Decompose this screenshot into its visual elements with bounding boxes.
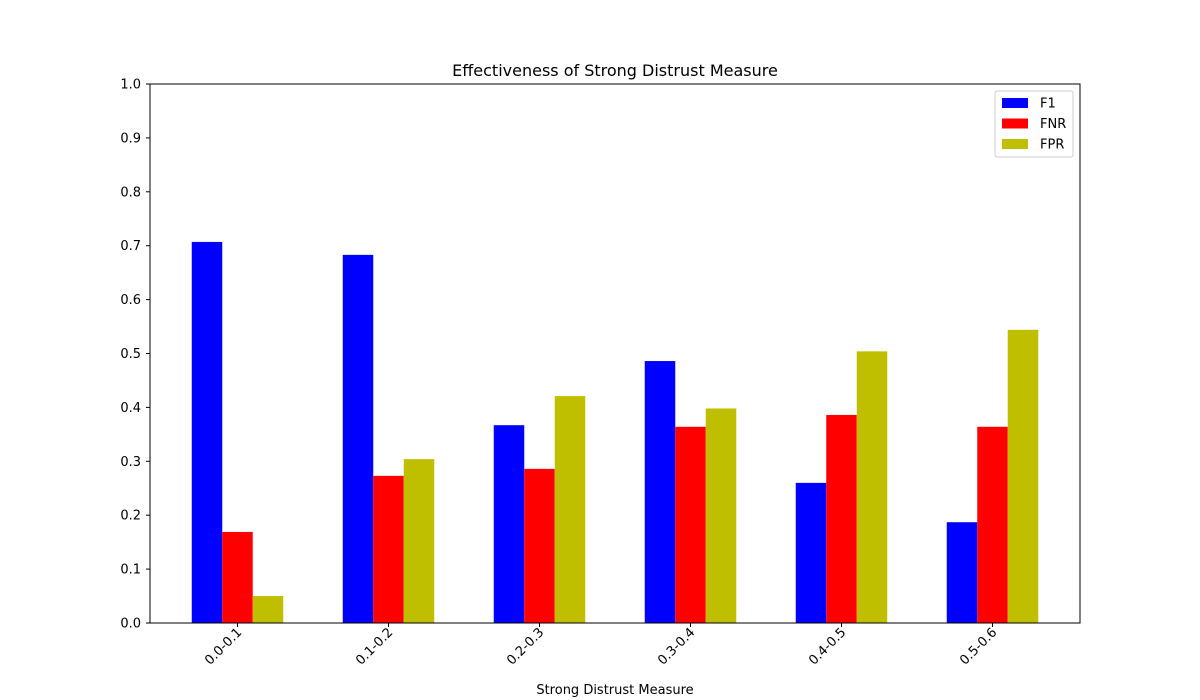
legend-label-fnr: FNR — [1040, 117, 1066, 132]
y-tick-label: 0.0 — [120, 617, 141, 632]
bar-f1-0.0-0.1 — [191, 241, 223, 623]
y-tick-label: 0.9 — [120, 131, 141, 146]
y-tick-label: 0.4 — [120, 401, 141, 416]
x-tick-label: 0.4-0.5 — [806, 625, 849, 668]
bar-f1-0.5-0.6 — [946, 522, 978, 623]
x-tick-label: 0.5-0.6 — [957, 625, 1000, 668]
y-tick-label: 0.5 — [120, 347, 141, 362]
bar-fnr-0.1-0.2 — [373, 475, 404, 623]
x-axis-label: Strong Distrust Measure — [536, 683, 693, 698]
bar-fnr-0.4-0.5 — [826, 414, 857, 623]
bar-fpr-0.5-0.6 — [1007, 329, 1039, 623]
legend-swatch-f1 — [1002, 98, 1028, 108]
bar-fpr-0.4-0.5 — [856, 351, 888, 623]
bar-fpr-0.1-0.2 — [403, 459, 435, 623]
x-tick-label: 0.0-0.1 — [202, 625, 245, 668]
legend: F1 FNR FPR — [994, 90, 1074, 158]
y-tick-label: 0.3 — [120, 455, 141, 470]
plot-area: 0.0 0.1 0.2 0.3 0.4 0.5 0.6 0.7 0.8 0.9 1.0 0.0-0.1… — [120, 78, 1081, 668]
x-tick-label: 0.3-0.4 — [655, 625, 698, 668]
bar-fnr-0.0-0.1 — [222, 531, 253, 623]
legend-label-fpr: FPR — [1040, 138, 1064, 153]
y-tick-label: 0.1 — [120, 563, 141, 578]
legend-swatch-fnr — [1002, 118, 1028, 129]
bar-f1-0.2-0.3 — [493, 425, 525, 623]
bar-fnr-0.5-0.6 — [977, 426, 1008, 623]
plot-frame — [149, 83, 1081, 624]
bar-fnr-0.3-0.4 — [675, 426, 706, 623]
bar-f1-0.3-0.4 — [644, 361, 676, 623]
legend-swatch-fpr — [1002, 139, 1028, 149]
bar-fpr-0.2-0.3 — [554, 396, 586, 623]
bar-fpr-0.0-0.1 — [252, 596, 284, 623]
y-tick-label: 0.2 — [120, 509, 141, 524]
bar-fpr-0.3-0.4 — [705, 408, 737, 623]
bar-fnr-0.2-0.3 — [524, 468, 555, 623]
y-tick-label: 0.8 — [120, 185, 141, 200]
y-tick-label: 0.7 — [120, 239, 141, 254]
x-tick-label: 0.1-0.2 — [353, 625, 396, 668]
y-tick-label: 1.0 — [120, 78, 141, 93]
bar-f1-0.1-0.2 — [342, 254, 374, 624]
legend-label-f1: F1 — [1040, 97, 1056, 112]
x-tick-label: 0.2-0.3 — [504, 625, 547, 668]
bar-f1-0.4-0.5 — [795, 482, 827, 623]
chart-title: Effectiveness of Strong Distrust Measure — [452, 61, 778, 80]
y-tick-label: 0.6 — [120, 293, 141, 308]
